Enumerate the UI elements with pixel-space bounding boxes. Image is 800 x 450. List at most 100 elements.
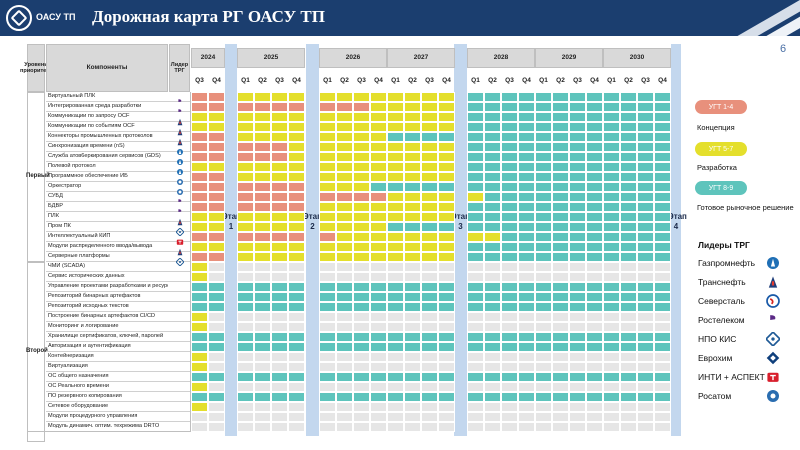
roadmap-cell — [518, 122, 535, 132]
roadmap-cell — [288, 412, 305, 422]
quarter-header: Q3 — [505, 76, 514, 84]
roadmap-cell — [271, 152, 288, 162]
roadmap-cell — [535, 422, 552, 432]
roadmap-cell — [353, 312, 370, 322]
roadmap-cell — [637, 192, 654, 202]
row-divider — [46, 141, 190, 142]
roadmap-cell — [336, 302, 353, 312]
roadmap-cell — [518, 372, 535, 382]
roadmap-cell — [404, 422, 421, 432]
roadmap-cell — [467, 272, 484, 282]
roadmap-cell — [254, 292, 271, 302]
roadmap-cell — [518, 162, 535, 172]
roadmap-cell — [438, 332, 455, 342]
roadmap-cell — [237, 252, 254, 262]
roadmap-cell — [208, 312, 225, 322]
roadmap-cell — [501, 342, 518, 352]
roadmap-cell — [569, 422, 586, 432]
roadmap-cell — [518, 142, 535, 152]
roadmap-cell — [518, 182, 535, 192]
roadmap-cell — [387, 132, 404, 142]
year-header: 2024 — [191, 48, 225, 68]
roadmap-cell — [208, 192, 225, 202]
roadmap-cell — [370, 362, 387, 372]
roadmap-cell — [603, 142, 620, 152]
roadmap-cell — [467, 382, 484, 392]
roadmap-cell — [288, 162, 305, 172]
roadmap-cell — [484, 112, 501, 122]
row-divider — [46, 101, 190, 102]
roadmap-cell — [404, 322, 421, 332]
roadmap-cell — [467, 92, 484, 102]
roadmap-cell — [319, 102, 336, 112]
roadmap-cell — [336, 382, 353, 392]
roadmap-cell — [603, 112, 620, 122]
roadmap-cell — [586, 132, 603, 142]
trg-leader-rostelecom-icon — [176, 93, 184, 106]
roadmap-cell — [620, 112, 637, 122]
roadmap-cell — [353, 192, 370, 202]
roadmap-cell — [404, 392, 421, 402]
roadmap-cell — [336, 292, 353, 302]
roadmap-cell — [254, 112, 271, 122]
roadmap-cell — [467, 412, 484, 422]
component-label: Управление проектами разработками и ресу… — [48, 283, 168, 289]
roadmap-cell — [404, 202, 421, 212]
roadmap-cell — [620, 212, 637, 222]
roadmap-cell — [467, 172, 484, 182]
roadmap-cell — [271, 162, 288, 172]
roadmap-cell — [637, 282, 654, 292]
roadmap-cell — [552, 262, 569, 272]
roadmap-cell — [654, 342, 671, 352]
roadmap-cell — [370, 382, 387, 392]
roadmap-cell — [404, 272, 421, 282]
roadmap-cell — [654, 322, 671, 332]
roadmap-cell — [237, 352, 254, 362]
roadmap-cell — [654, 242, 671, 252]
roadmap-cell — [387, 372, 404, 382]
roadmap-cell — [501, 182, 518, 192]
roadmap-cell — [467, 132, 484, 142]
roadmap-cell — [208, 302, 225, 312]
roadmap-cell — [421, 352, 438, 362]
roadmap-cell — [237, 122, 254, 132]
roadmap-cell — [288, 302, 305, 312]
roadmap-cell — [620, 312, 637, 322]
trg-leader-gazpromneft-icon — [176, 153, 184, 165]
roadmap-cell — [288, 102, 305, 112]
roadmap-cell — [208, 222, 225, 232]
roadmap-cell — [535, 132, 552, 142]
roadmap-cell — [620, 322, 637, 332]
roadmap-cell — [501, 392, 518, 402]
roadmap-cell — [421, 102, 438, 112]
roadmap-cell — [620, 282, 637, 292]
roadmap-cell — [438, 382, 455, 392]
roadmap-cell — [336, 172, 353, 182]
roadmap-cell — [237, 102, 254, 112]
roadmap-cell — [237, 232, 254, 242]
trg-leader-transneft-icon — [176, 243, 184, 256]
roadmap-cell — [484, 312, 501, 322]
stage-band — [225, 44, 237, 436]
roadmap-cell — [421, 242, 438, 252]
roadmap-cell — [620, 402, 637, 412]
roadmap-cell — [271, 382, 288, 392]
row-divider — [46, 291, 190, 292]
roadmap-cell — [552, 242, 569, 252]
roadmap-cell — [484, 102, 501, 112]
roadmap-cell — [438, 312, 455, 322]
roadmap-cell — [421, 412, 438, 422]
roadmap-cell — [501, 262, 518, 272]
roadmap-cell — [438, 262, 455, 272]
leader-name: Северсталь — [698, 296, 745, 306]
roadmap-cell — [620, 182, 637, 192]
stage-label: Этап 2 — [303, 212, 322, 231]
roadmap-cell — [501, 222, 518, 232]
roadmap-cell — [603, 322, 620, 332]
roadmap-cell — [271, 212, 288, 222]
quarter-header: Q3 — [275, 76, 284, 84]
roadmap-cell — [603, 182, 620, 192]
roadmap-cell — [237, 222, 254, 232]
leader-name: Росатом — [698, 391, 732, 401]
roadmap-cell — [271, 102, 288, 112]
